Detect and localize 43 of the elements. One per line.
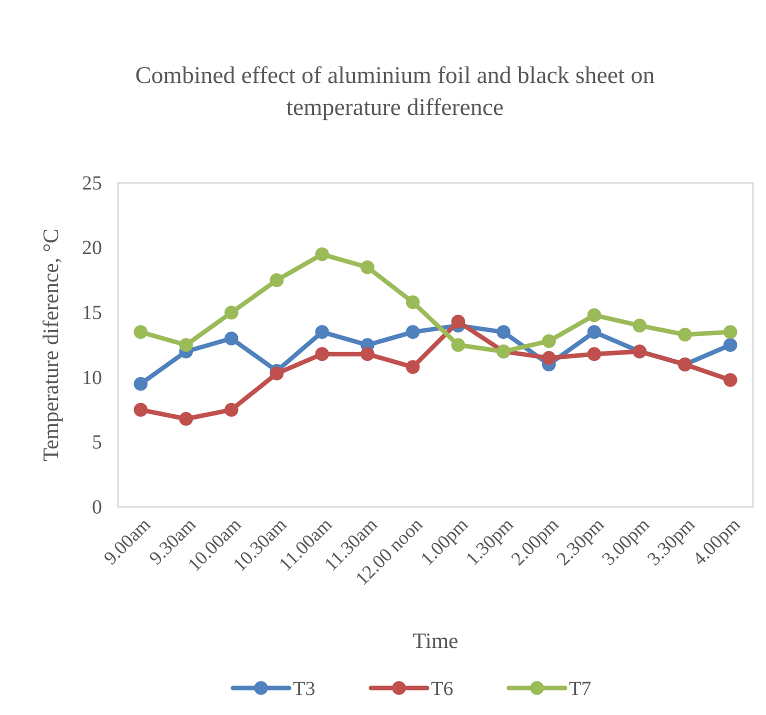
legend-label: T3 bbox=[293, 678, 316, 700]
point bbox=[406, 295, 420, 310]
point bbox=[723, 338, 738, 352]
point bbox=[179, 338, 193, 352]
point bbox=[723, 373, 738, 387]
point bbox=[723, 325, 738, 339]
legend-label: T6 bbox=[431, 678, 454, 700]
y-axis-title: Temperature diference, °C bbox=[38, 228, 63, 462]
y-tick-label: 10 bbox=[82, 366, 102, 389]
y-tick-label: 5 bbox=[92, 432, 102, 454]
y-tick-label: 15 bbox=[82, 302, 102, 324]
x-axis-title: Time bbox=[412, 628, 458, 653]
y-tick-label: 25 bbox=[82, 172, 102, 194]
point bbox=[179, 412, 193, 426]
chart-title: Combined effect of aluminium foil and black sheet on temperature difference bbox=[135, 63, 655, 121]
point bbox=[360, 260, 374, 274]
point bbox=[270, 273, 284, 288]
point bbox=[542, 334, 556, 348]
point bbox=[315, 325, 330, 339]
point bbox=[587, 347, 602, 361]
point bbox=[587, 325, 602, 339]
point bbox=[587, 308, 602, 322]
point bbox=[406, 325, 420, 339]
point bbox=[406, 360, 420, 374]
point bbox=[451, 338, 466, 352]
point bbox=[224, 402, 238, 417]
y-tick-label: 20 bbox=[82, 237, 102, 260]
point bbox=[542, 351, 556, 365]
point bbox=[360, 347, 374, 361]
point bbox=[270, 366, 284, 380]
point bbox=[224, 332, 238, 346]
point bbox=[315, 247, 330, 262]
point bbox=[678, 328, 692, 342]
point bbox=[496, 325, 510, 339]
point bbox=[134, 402, 148, 417]
point bbox=[451, 314, 466, 329]
point bbox=[134, 376, 148, 391]
point bbox=[315, 347, 330, 361]
legend-label: T7 bbox=[569, 678, 592, 700]
point bbox=[632, 318, 647, 332]
point bbox=[134, 325, 148, 339]
point bbox=[224, 306, 238, 320]
y-tick-label: 0 bbox=[92, 496, 102, 518]
